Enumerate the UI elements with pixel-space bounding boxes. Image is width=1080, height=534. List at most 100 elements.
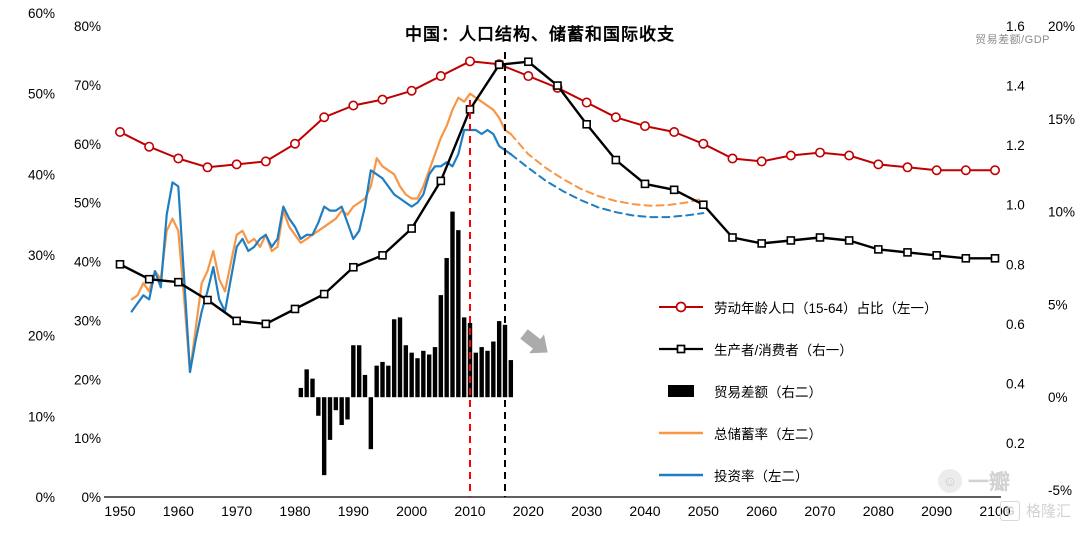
bar-trade_balance bbox=[438, 295, 444, 398]
tick-label-left1: 30% bbox=[74, 313, 101, 328]
tick-label-right1: 0.8 bbox=[1006, 257, 1025, 272]
marker-working_age_share bbox=[377, 94, 388, 105]
tick-label-left2: 20% bbox=[28, 329, 55, 344]
marker-working_age_share bbox=[173, 153, 184, 164]
tick-label-right1: 0.4 bbox=[1006, 376, 1025, 391]
legend: 劳动年龄人口（15-64）占比（左一） 生产者/消费者（右一） 贸易差额（右二）… bbox=[658, 300, 938, 484]
trend-arrow-icon bbox=[520, 329, 548, 354]
marker-producer_consumer bbox=[815, 233, 825, 242]
marker-working_age_share bbox=[902, 162, 913, 173]
tick-label-x: 1980 bbox=[279, 503, 310, 519]
bar-trade_balance bbox=[298, 387, 304, 398]
legend-item-trade-balance: 贸易差额（右二） bbox=[658, 384, 938, 400]
tick-label-x: 2050 bbox=[688, 503, 719, 519]
bar-trade_balance bbox=[386, 365, 391, 398]
legend-marker-line-circle-icon bbox=[659, 301, 703, 313]
marker-producer_consumer bbox=[786, 236, 796, 245]
marker-producer_consumer bbox=[903, 248, 912, 257]
bar-trade_balance bbox=[304, 369, 309, 398]
marker-producer_consumer bbox=[524, 57, 533, 67]
marker-producer_consumer bbox=[203, 295, 212, 305]
marker-producer_consumer bbox=[436, 176, 446, 186]
marker-working_age_share bbox=[698, 138, 709, 149]
bar-trade_balance bbox=[345, 397, 350, 420]
legend-marker-line-square-icon bbox=[659, 344, 703, 354]
tick-label-right2: -5% bbox=[1048, 483, 1072, 498]
bar-trade_balance bbox=[362, 374, 368, 398]
legend-marker-orange-line-icon bbox=[659, 431, 703, 435]
marker-producer_consumer bbox=[844, 236, 854, 245]
marker-producer_consumer bbox=[669, 185, 679, 195]
series-line-producer_consumer bbox=[118, 60, 997, 326]
tick-label-left1: 0% bbox=[81, 490, 101, 505]
tick-label-right1: 0.2 bbox=[1006, 436, 1025, 451]
legend-marker-bar-icon bbox=[668, 385, 694, 397]
tick-label-x: 2000 bbox=[396, 503, 427, 519]
marker-working_age_share bbox=[435, 71, 446, 82]
legend-marker-blue-line-icon bbox=[659, 473, 703, 477]
bar-trade_balance bbox=[397, 317, 403, 398]
legend-label: 劳动年龄人口（15-64）占比（左一） bbox=[714, 301, 938, 316]
bar-trade_balance bbox=[374, 365, 379, 398]
tick-label-left2: 40% bbox=[28, 167, 55, 182]
legend-item-producer-consumer: 生产者/消费者（右一） bbox=[658, 342, 938, 358]
marker-working_age_share bbox=[289, 138, 300, 149]
marker-working_age_share bbox=[639, 121, 650, 132]
tick-label-left2: 60% bbox=[28, 6, 55, 21]
tick-label-right2: 10% bbox=[1048, 205, 1075, 220]
marker-producer_consumer bbox=[990, 254, 1000, 263]
marker-working_age_share bbox=[319, 112, 330, 123]
tick-label-x: 2090 bbox=[921, 503, 952, 519]
tick-label-x: 2070 bbox=[804, 503, 835, 519]
tick-label-left2: 10% bbox=[28, 409, 55, 424]
marker-producer_consumer bbox=[261, 319, 271, 329]
legend-item-working-age-share: 劳动年龄人口（15-64）占比（左一） bbox=[658, 300, 938, 316]
gelonghui-logo-icon: G bbox=[1000, 500, 1020, 521]
watermark-yiban: ☺ 一瓣 bbox=[938, 466, 1010, 496]
marker-working_age_share bbox=[669, 126, 680, 137]
marker-working_age_share bbox=[115, 126, 126, 137]
marker-working_age_share bbox=[464, 56, 475, 67]
legend-label: 贸易差额（右二） bbox=[714, 385, 822, 400]
marker-working_age_share bbox=[523, 71, 534, 82]
marker-producer_consumer bbox=[378, 251, 387, 260]
bar-trade_balance bbox=[351, 345, 356, 398]
bar-trade_balance bbox=[327, 397, 333, 440]
marker-working_age_share bbox=[814, 147, 825, 158]
bar-trade_balance bbox=[485, 350, 490, 398]
marker-working_age_share bbox=[727, 153, 738, 164]
marker-producer_consumer bbox=[699, 200, 708, 210]
tick-label-left1: 80% bbox=[74, 19, 101, 34]
tick-label-x: 2100 bbox=[979, 503, 1010, 519]
marker-producer_consumer bbox=[115, 259, 125, 269]
bar-trade_balance bbox=[403, 345, 409, 398]
bar-trade_balance bbox=[432, 347, 438, 398]
tick-label-x: 1970 bbox=[221, 503, 252, 519]
bar-trade_balance bbox=[508, 360, 514, 398]
series-line-gross_savings_rate bbox=[130, 92, 512, 374]
marker-working_age_share bbox=[144, 141, 155, 152]
marker-working_age_share bbox=[610, 112, 621, 123]
tick-label-left1: 20% bbox=[74, 372, 101, 387]
marker-working_age_share bbox=[931, 165, 942, 176]
tick-label-left2: 50% bbox=[28, 87, 55, 102]
tick-label-right2: 15% bbox=[1048, 112, 1075, 127]
legend-label: 生产者/消费者（右一） bbox=[714, 343, 853, 358]
marker-producer_consumer bbox=[640, 179, 650, 189]
bar-trade_balance bbox=[415, 358, 420, 398]
series-line-investment_rate_projection bbox=[509, 153, 705, 219]
tick-label-x: 2010 bbox=[454, 503, 485, 519]
legend-item-investment-rate: 投资率（左二） bbox=[658, 468, 938, 484]
series-line-gross_savings_rate_projection bbox=[509, 133, 705, 207]
tick-label-left1: 10% bbox=[74, 431, 101, 446]
bar-trade_balance bbox=[333, 397, 339, 411]
legend-label: 总储蓄率（左二） bbox=[714, 427, 822, 442]
marker-producer_consumer bbox=[757, 239, 766, 248]
marker-working_age_share bbox=[844, 150, 855, 161]
marker-working_age_share bbox=[260, 156, 271, 167]
bar-trade_balance bbox=[461, 317, 467, 398]
bar-trade_balance bbox=[444, 258, 449, 398]
right-axis-unit-note: 贸易差额/GDP bbox=[975, 34, 1050, 46]
bar-trade_balance bbox=[473, 352, 479, 398]
